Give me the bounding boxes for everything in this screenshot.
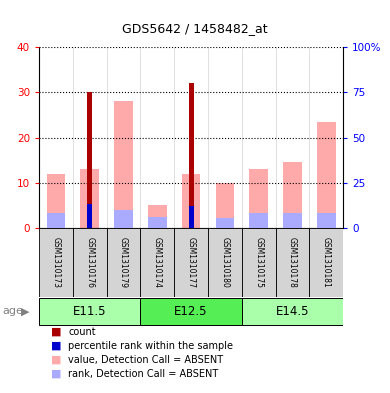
Text: percentile rank within the sample: percentile rank within the sample	[68, 341, 233, 351]
Bar	[242, 298, 343, 325]
Bar	[39, 298, 140, 325]
Bar	[114, 210, 133, 228]
Text: GSM1310174: GSM1310174	[153, 237, 162, 288]
Bar	[216, 218, 234, 228]
Bar	[188, 206, 193, 228]
Text: E14.5: E14.5	[276, 305, 309, 318]
Bar	[216, 183, 234, 228]
Bar	[106, 228, 140, 297]
Bar	[249, 169, 268, 228]
Bar	[283, 213, 302, 228]
Text: GSM1310178: GSM1310178	[288, 237, 297, 288]
Bar	[283, 162, 302, 228]
Text: GSM1310179: GSM1310179	[119, 237, 128, 288]
Text: count: count	[68, 327, 96, 337]
Text: GSM1310180: GSM1310180	[220, 237, 229, 288]
Bar	[46, 213, 65, 228]
Text: ■: ■	[51, 369, 61, 379]
Bar	[73, 228, 106, 297]
Bar	[208, 228, 242, 297]
Text: GSM1310177: GSM1310177	[186, 237, 196, 288]
Text: GSM1310173: GSM1310173	[51, 237, 60, 288]
Bar	[140, 298, 242, 325]
Bar	[174, 228, 208, 297]
Bar	[317, 213, 335, 228]
Bar	[114, 101, 133, 228]
Bar	[80, 169, 99, 228]
Bar	[249, 213, 268, 228]
Bar	[87, 204, 92, 228]
Bar	[309, 228, 343, 297]
Text: rank, Detection Call = ABSENT: rank, Detection Call = ABSENT	[68, 369, 218, 379]
Text: GDS5642 / 1458482_at: GDS5642 / 1458482_at	[122, 22, 268, 35]
Bar	[148, 205, 167, 228]
Bar	[46, 174, 65, 228]
Bar	[276, 228, 309, 297]
Bar	[188, 83, 193, 228]
Text: E12.5: E12.5	[174, 305, 208, 318]
Text: GSM1310181: GSM1310181	[322, 237, 331, 288]
Bar	[317, 122, 335, 228]
Text: ■: ■	[51, 355, 61, 365]
Text: age: age	[2, 307, 23, 316]
Text: ■: ■	[51, 327, 61, 337]
Bar	[140, 228, 174, 297]
Bar	[39, 228, 73, 297]
Text: E11.5: E11.5	[73, 305, 106, 318]
Text: ▶: ▶	[21, 307, 30, 316]
Bar	[87, 92, 92, 228]
Bar	[242, 228, 276, 297]
Bar	[182, 174, 200, 228]
Text: ■: ■	[51, 341, 61, 351]
Text: GSM1310175: GSM1310175	[254, 237, 263, 288]
Text: GSM1310176: GSM1310176	[85, 237, 94, 288]
Text: value, Detection Call = ABSENT: value, Detection Call = ABSENT	[68, 355, 223, 365]
Bar	[148, 217, 167, 228]
